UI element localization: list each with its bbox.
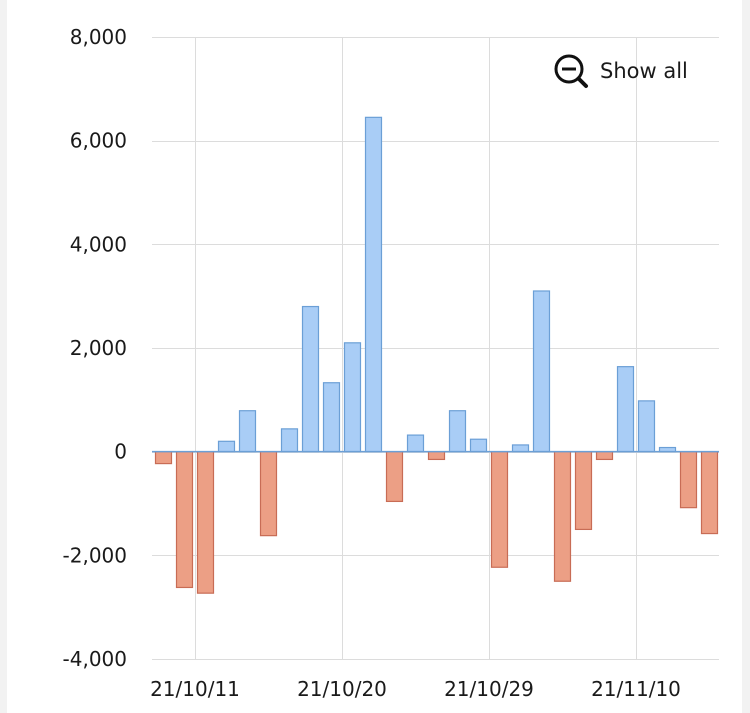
- x-tick-label: 21/11/10: [591, 677, 681, 701]
- x-tick-label: 21/10/20: [297, 677, 387, 701]
- bar: [259, 451, 278, 537]
- bar: [280, 428, 299, 453]
- bar: [700, 451, 719, 535]
- bar: [427, 451, 446, 461]
- bar: [322, 382, 341, 453]
- bar: [406, 434, 425, 453]
- bar: [679, 451, 698, 509]
- y-tick-label: 8,000: [70, 25, 127, 49]
- bar: [364, 116, 383, 453]
- y-tick-label: 2,000: [70, 336, 127, 360]
- bar: [154, 451, 173, 465]
- bar: [217, 440, 236, 453]
- y-tick-label: -4,000: [63, 647, 127, 671]
- bar: [511, 444, 530, 453]
- y-tick-label: -2,000: [63, 543, 127, 567]
- zoom-out-icon: [554, 54, 588, 88]
- bar: [469, 438, 488, 453]
- bar: [574, 451, 593, 531]
- bar: [238, 410, 257, 453]
- x-axis-labels: 21/10/11 21/10/20 21/10/29 21/11/10: [150, 677, 681, 701]
- y-tick-label: 0: [114, 440, 127, 464]
- bar: [301, 305, 320, 453]
- bar: [616, 366, 635, 453]
- y-axis-labels: 8,000 6,000 4,000 2,000 0 -2,000 -4,000: [63, 25, 127, 671]
- grid-lines: [152, 37, 719, 660]
- bar: [175, 451, 194, 589]
- bar: [490, 451, 509, 568]
- show-all-label: Show all: [600, 59, 688, 83]
- x-tick-label: 21/10/29: [444, 677, 534, 701]
- show-all-button[interactable]: Show all: [553, 53, 688, 89]
- y-tick-label: 4,000: [70, 232, 127, 256]
- bar: [595, 451, 614, 461]
- bar: [343, 342, 362, 453]
- bar: [448, 410, 467, 453]
- x-tick-label: 21/10/11: [150, 677, 240, 701]
- bar: [637, 400, 656, 453]
- bar: [385, 451, 404, 503]
- bars: [152, 116, 719, 594]
- bar: [532, 290, 551, 453]
- bar: [553, 451, 572, 582]
- bar: [196, 451, 215, 594]
- y-tick-label: 6,000: [70, 129, 127, 153]
